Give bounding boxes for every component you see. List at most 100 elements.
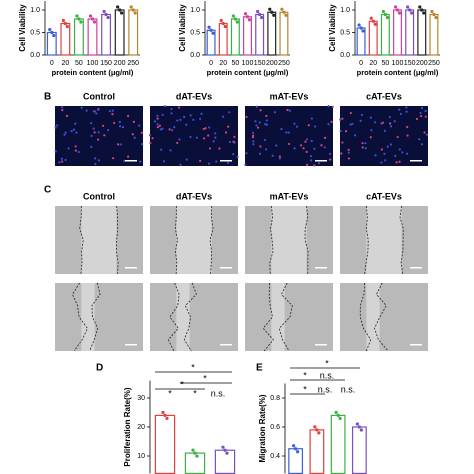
significance: *: [303, 370, 307, 380]
column-title: cAT-EVs: [366, 191, 402, 201]
data-point: [247, 18, 252, 22]
cell-dot: [310, 117, 314, 120]
cell-dot: [395, 161, 398, 164]
scale-bar: [220, 160, 232, 162]
cell-dot: [398, 160, 401, 163]
cell-dot: [347, 151, 350, 154]
data-point: [75, 14, 79, 18]
data-point: [50, 30, 54, 35]
data-point: [359, 26, 363, 30]
column-title: dAT-EVs: [176, 91, 212, 101]
cell-dot: [418, 138, 421, 141]
cell-dot: [170, 129, 174, 132]
cell-dot: [393, 120, 396, 123]
cell-dot: [264, 122, 267, 126]
cell-dot: [381, 121, 385, 124]
cell-dot: [160, 148, 163, 151]
cell-dot: [401, 151, 404, 154]
cell-dot: [97, 131, 100, 134]
cell-dot: [255, 105, 258, 108]
scratch-gap: [81, 206, 117, 274]
scale-bar: [315, 160, 327, 162]
cell-dot: [374, 154, 377, 157]
data-point: [294, 447, 298, 451]
cell-dot: [94, 157, 97, 160]
cell-dot: [373, 121, 377, 124]
data-point: [106, 15, 110, 20]
data-point: [65, 24, 69, 29]
cell-dot: [259, 145, 262, 148]
cell-dot: [77, 150, 80, 154]
bar: [154, 414, 176, 474]
data-point: [385, 15, 389, 20]
data-point: [258, 12, 262, 17]
cell-dot: [156, 114, 159, 117]
cell-dot: [394, 154, 397, 157]
cell-dot: [406, 134, 409, 137]
cell-dot: [360, 113, 364, 117]
data-point: [418, 5, 422, 9]
cell-dot: [215, 160, 218, 163]
cell-dot: [313, 147, 316, 150]
data-point: [77, 17, 81, 21]
cell-dot: [380, 161, 383, 164]
cell-dot: [118, 125, 122, 128]
x-tick-label: 200: [416, 60, 428, 67]
fluorescence-image: [340, 106, 428, 166]
scale-bar: [220, 267, 232, 269]
data-point: [292, 444, 296, 448]
cell-dot: [323, 136, 327, 139]
data-point: [223, 24, 227, 29]
cell-dot: [339, 129, 342, 133]
data-point: [313, 425, 317, 429]
cell-dot: [359, 119, 362, 122]
wound-edge: [262, 282, 274, 352]
cell-dot: [169, 149, 172, 152]
y-tick-label: 0.8: [270, 395, 280, 402]
cell-dot: [293, 147, 296, 150]
cell-dot: [383, 152, 386, 156]
cell-dot: [347, 157, 351, 160]
x-tick-label: 50: [381, 60, 389, 67]
cell-dot: [183, 115, 186, 119]
cell-dot: [179, 163, 182, 166]
cell-dot: [310, 139, 313, 143]
cell-dot: [310, 159, 313, 162]
bar: [128, 9, 139, 56]
cell-dot: [75, 131, 78, 134]
cell-dot: [233, 135, 236, 138]
cell-dot: [420, 106, 424, 110]
cell-dot: [285, 131, 288, 134]
cell-dot: [214, 132, 217, 135]
cell-dot: [156, 117, 159, 120]
cell-dot: [70, 130, 73, 133]
significance: *: [180, 379, 184, 389]
scale-bar: [410, 160, 422, 162]
cell-dot: [252, 140, 255, 143]
data-point: [225, 451, 229, 455]
cell-dot: [369, 116, 372, 119]
cell-dot: [265, 148, 268, 151]
cell-dot: [56, 124, 59, 127]
cell-dot: [341, 141, 344, 144]
data-point: [334, 410, 338, 414]
scratch-gap: [366, 283, 380, 351]
cell-dot: [221, 115, 225, 118]
y-tick-label: 30: [137, 395, 145, 402]
cell-dot: [228, 140, 231, 144]
cell-dot: [176, 141, 179, 145]
cell-dot: [293, 122, 296, 125]
cell-dot: [214, 136, 217, 139]
cell-dot: [195, 136, 198, 139]
y-axis-label: Cell Viability: [328, 4, 337, 52]
scale-bar: [410, 267, 422, 269]
scratch-image: [340, 283, 428, 351]
scratch-image: [150, 283, 238, 351]
cell-dot: [141, 143, 144, 146]
cell-dot: [255, 124, 258, 127]
cell-dot: [149, 142, 152, 145]
cell-dot: [320, 144, 323, 147]
scale-bar: [315, 267, 327, 269]
data-point: [395, 8, 400, 12]
cell-dot: [151, 137, 154, 140]
